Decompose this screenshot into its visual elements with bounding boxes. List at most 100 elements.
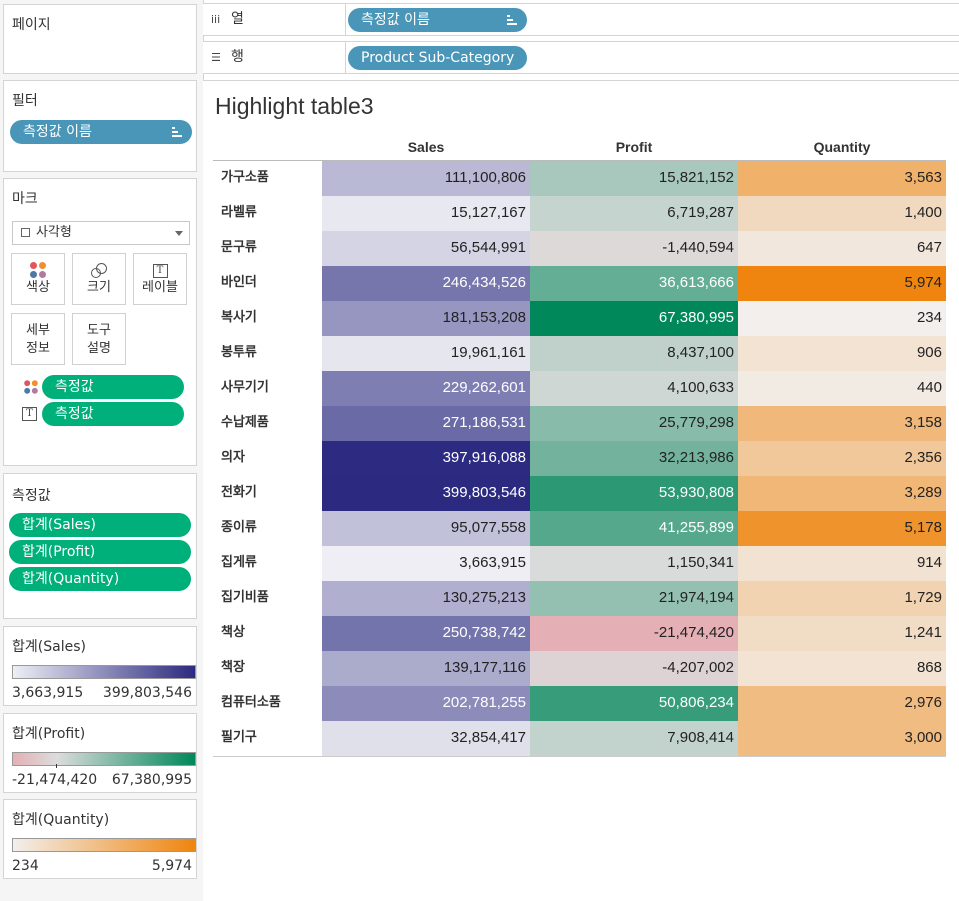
row-header[interactable]: 의자 xyxy=(213,441,322,476)
measure-pill-sales[interactable]: 합계(Sales) xyxy=(9,513,191,537)
columns-shelf[interactable]: iii 열 측정값 이름 xyxy=(203,3,959,36)
cell-profit[interactable]: 1,150,341 xyxy=(530,546,738,581)
cell-profit[interactable]: 50,806,234 xyxy=(530,686,738,721)
cell-profit[interactable]: 32,213,986 xyxy=(530,441,738,476)
mark-type-label: 사각형 xyxy=(36,225,72,240)
rows-shelf-label-text: 행 xyxy=(231,49,244,65)
cell-sales[interactable]: 229,262,601 xyxy=(322,371,530,406)
cell-quantity[interactable]: 2,356 xyxy=(738,441,946,476)
filter-pill-label: 측정값 이름 xyxy=(23,124,92,140)
cell-quantity[interactable]: 3,289 xyxy=(738,476,946,511)
marks-card: 마크 사각형 색상 크기 T 레이블 세부 정보 도구 xyxy=(3,178,197,466)
row-header[interactable]: 바인더 xyxy=(213,266,322,301)
cell-sales[interactable]: 246,434,526 xyxy=(322,266,530,301)
cell-quantity[interactable]: 3,000 xyxy=(738,721,946,756)
row-header[interactable]: 사무기기 xyxy=(213,371,322,406)
row-header[interactable]: 책상 xyxy=(213,616,322,651)
cell-sales[interactable]: 250,738,742 xyxy=(322,616,530,651)
row-header[interactable]: 전화기 xyxy=(213,476,322,511)
measure-pill-quantity[interactable]: 합계(Quantity) xyxy=(9,567,191,591)
cell-sales[interactable]: 3,663,915 xyxy=(322,546,530,581)
cell-sales[interactable]: 397,916,088 xyxy=(322,441,530,476)
label-measure-pill[interactable]: 측정값 xyxy=(42,402,184,426)
row-header[interactable]: 필기구 xyxy=(213,721,322,756)
cell-sales[interactable]: 15,127,167 xyxy=(322,196,530,231)
cell-quantity[interactable]: 234 xyxy=(738,301,946,336)
cell-sales[interactable]: 32,854,417 xyxy=(322,721,530,756)
cell-quantity[interactable]: 5,974 xyxy=(738,266,946,301)
row-header[interactable]: 컴퓨터소품 xyxy=(213,686,322,721)
cell-quantity[interactable]: 3,563 xyxy=(738,161,946,196)
row-header[interactable]: 수납제품 xyxy=(213,406,322,441)
cell-sales[interactable]: 111,100,806 xyxy=(322,161,530,196)
cell-sales[interactable]: 19,961,161 xyxy=(322,336,530,371)
legend-profit-title: 합계(Profit) xyxy=(12,726,86,742)
row-header[interactable]: 봉투류 xyxy=(213,336,322,371)
table-row: 복사기 181,153,208 67,380,995 234 xyxy=(213,301,946,336)
legend-quantity-max: 5,974 xyxy=(151,858,192,874)
label-button[interactable]: T 레이블 xyxy=(133,253,187,305)
cell-quantity[interactable]: 3,158 xyxy=(738,406,946,441)
row-header[interactable]: 문구류 xyxy=(213,231,322,266)
detail-button[interactable]: 세부 정보 xyxy=(11,313,65,365)
tooltip-label-line1: 도구 xyxy=(87,323,111,338)
cell-profit[interactable]: 25,779,298 xyxy=(530,406,738,441)
tooltip-button[interactable]: 도구 설명 xyxy=(72,313,126,365)
cell-sales[interactable]: 95,077,558 xyxy=(322,511,530,546)
cell-quantity[interactable]: 647 xyxy=(738,231,946,266)
measure-pill-profit[interactable]: 합계(Profit) xyxy=(9,540,191,564)
columns-pill-measure-names[interactable]: 측정값 이름 xyxy=(348,8,527,32)
cell-profit[interactable]: 15,821,152 xyxy=(530,161,738,196)
cell-sales[interactable]: 271,186,531 xyxy=(322,406,530,441)
cell-quantity[interactable]: 1,400 xyxy=(738,196,946,231)
cell-quantity[interactable]: 906 xyxy=(738,336,946,371)
legend-sales-card: 합계(Sales) 3,663,915 399,803,546 xyxy=(3,626,197,706)
rows-pill-product-sub-category[interactable]: Product Sub-Category xyxy=(348,46,527,70)
columns-shelf-label-text: 열 xyxy=(231,11,244,27)
cell-profit[interactable]: 21,974,194 xyxy=(530,581,738,616)
rows-icon: ☰ xyxy=(211,51,221,64)
cell-profit[interactable]: 53,930,808 xyxy=(530,476,738,511)
cell-profit[interactable]: 6,719,287 xyxy=(530,196,738,231)
color-button[interactable]: 색상 xyxy=(11,253,65,305)
cell-sales[interactable]: 130,275,213 xyxy=(322,581,530,616)
cell-profit[interactable]: 8,437,100 xyxy=(530,336,738,371)
row-header[interactable]: 가구소품 xyxy=(213,161,322,196)
cell-profit[interactable]: 7,908,414 xyxy=(530,721,738,756)
table-row: 의자 397,916,088 32,213,986 2,356 xyxy=(213,441,946,476)
color-dots-icon xyxy=(24,380,38,394)
cell-sales[interactable]: 139,177,116 xyxy=(322,651,530,686)
cell-profit[interactable]: 4,100,633 xyxy=(530,371,738,406)
row-header[interactable]: 책장 xyxy=(213,651,322,686)
filters-card[interactable]: 필터 측정값 이름 xyxy=(3,80,197,172)
row-header[interactable]: 집기비품 xyxy=(213,581,322,616)
cell-quantity[interactable]: 1,729 xyxy=(738,581,946,616)
cell-quantity[interactable]: 914 xyxy=(738,546,946,581)
cell-profit[interactable]: -21,474,420 xyxy=(530,616,738,651)
color-measure-pill[interactable]: 측정값 xyxy=(42,375,184,399)
rows-shelf[interactable]: ☰ 행 Product Sub-Category xyxy=(203,41,959,74)
cell-sales[interactable]: 399,803,546 xyxy=(322,476,530,511)
cell-quantity[interactable]: 1,241 xyxy=(738,616,946,651)
cell-profit[interactable]: 41,255,899 xyxy=(530,511,738,546)
cell-profit[interactable]: 67,380,995 xyxy=(530,301,738,336)
cell-quantity[interactable]: 2,976 xyxy=(738,686,946,721)
color-button-label: 색상 xyxy=(26,280,50,295)
cell-sales[interactable]: 56,544,991 xyxy=(322,231,530,266)
cell-quantity[interactable]: 440 xyxy=(738,371,946,406)
size-button[interactable]: 크기 xyxy=(72,253,126,305)
mark-type-dropdown[interactable]: 사각형 xyxy=(12,221,190,245)
row-header[interactable]: 복사기 xyxy=(213,301,322,336)
row-header[interactable]: 종이류 xyxy=(213,511,322,546)
cell-sales[interactable]: 202,781,255 xyxy=(322,686,530,721)
row-header[interactable]: 집게류 xyxy=(213,546,322,581)
cell-sales[interactable]: 181,153,208 xyxy=(322,301,530,336)
row-header[interactable]: 라벨류 xyxy=(213,196,322,231)
filter-pill-measure-names[interactable]: 측정값 이름 xyxy=(10,120,192,144)
cell-quantity[interactable]: 868 xyxy=(738,651,946,686)
legend-quantity-gradient xyxy=(12,838,196,852)
cell-quantity[interactable]: 5,178 xyxy=(738,511,946,546)
cell-profit[interactable]: 36,613,666 xyxy=(530,266,738,301)
cell-profit[interactable]: -4,207,002 xyxy=(530,651,738,686)
cell-profit[interactable]: -1,440,594 xyxy=(530,231,738,266)
